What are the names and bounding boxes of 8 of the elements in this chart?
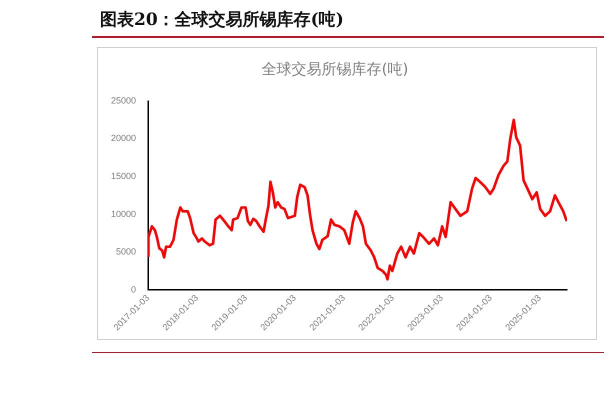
y-tick-label: 20000 [110,133,136,144]
y-tick-label: 25000 [110,95,136,106]
y-tick-label: 15000 [110,171,136,182]
chart-subtitle: 全球交易所锡库存(吨) [262,60,408,78]
y-tick-label: 10000 [110,208,136,219]
y-tick-label: 0 [131,284,136,294]
chart-title: 图表20：全球交易所锡库存(吨) [100,9,344,31]
y-tick-label: 5000 [116,246,136,257]
